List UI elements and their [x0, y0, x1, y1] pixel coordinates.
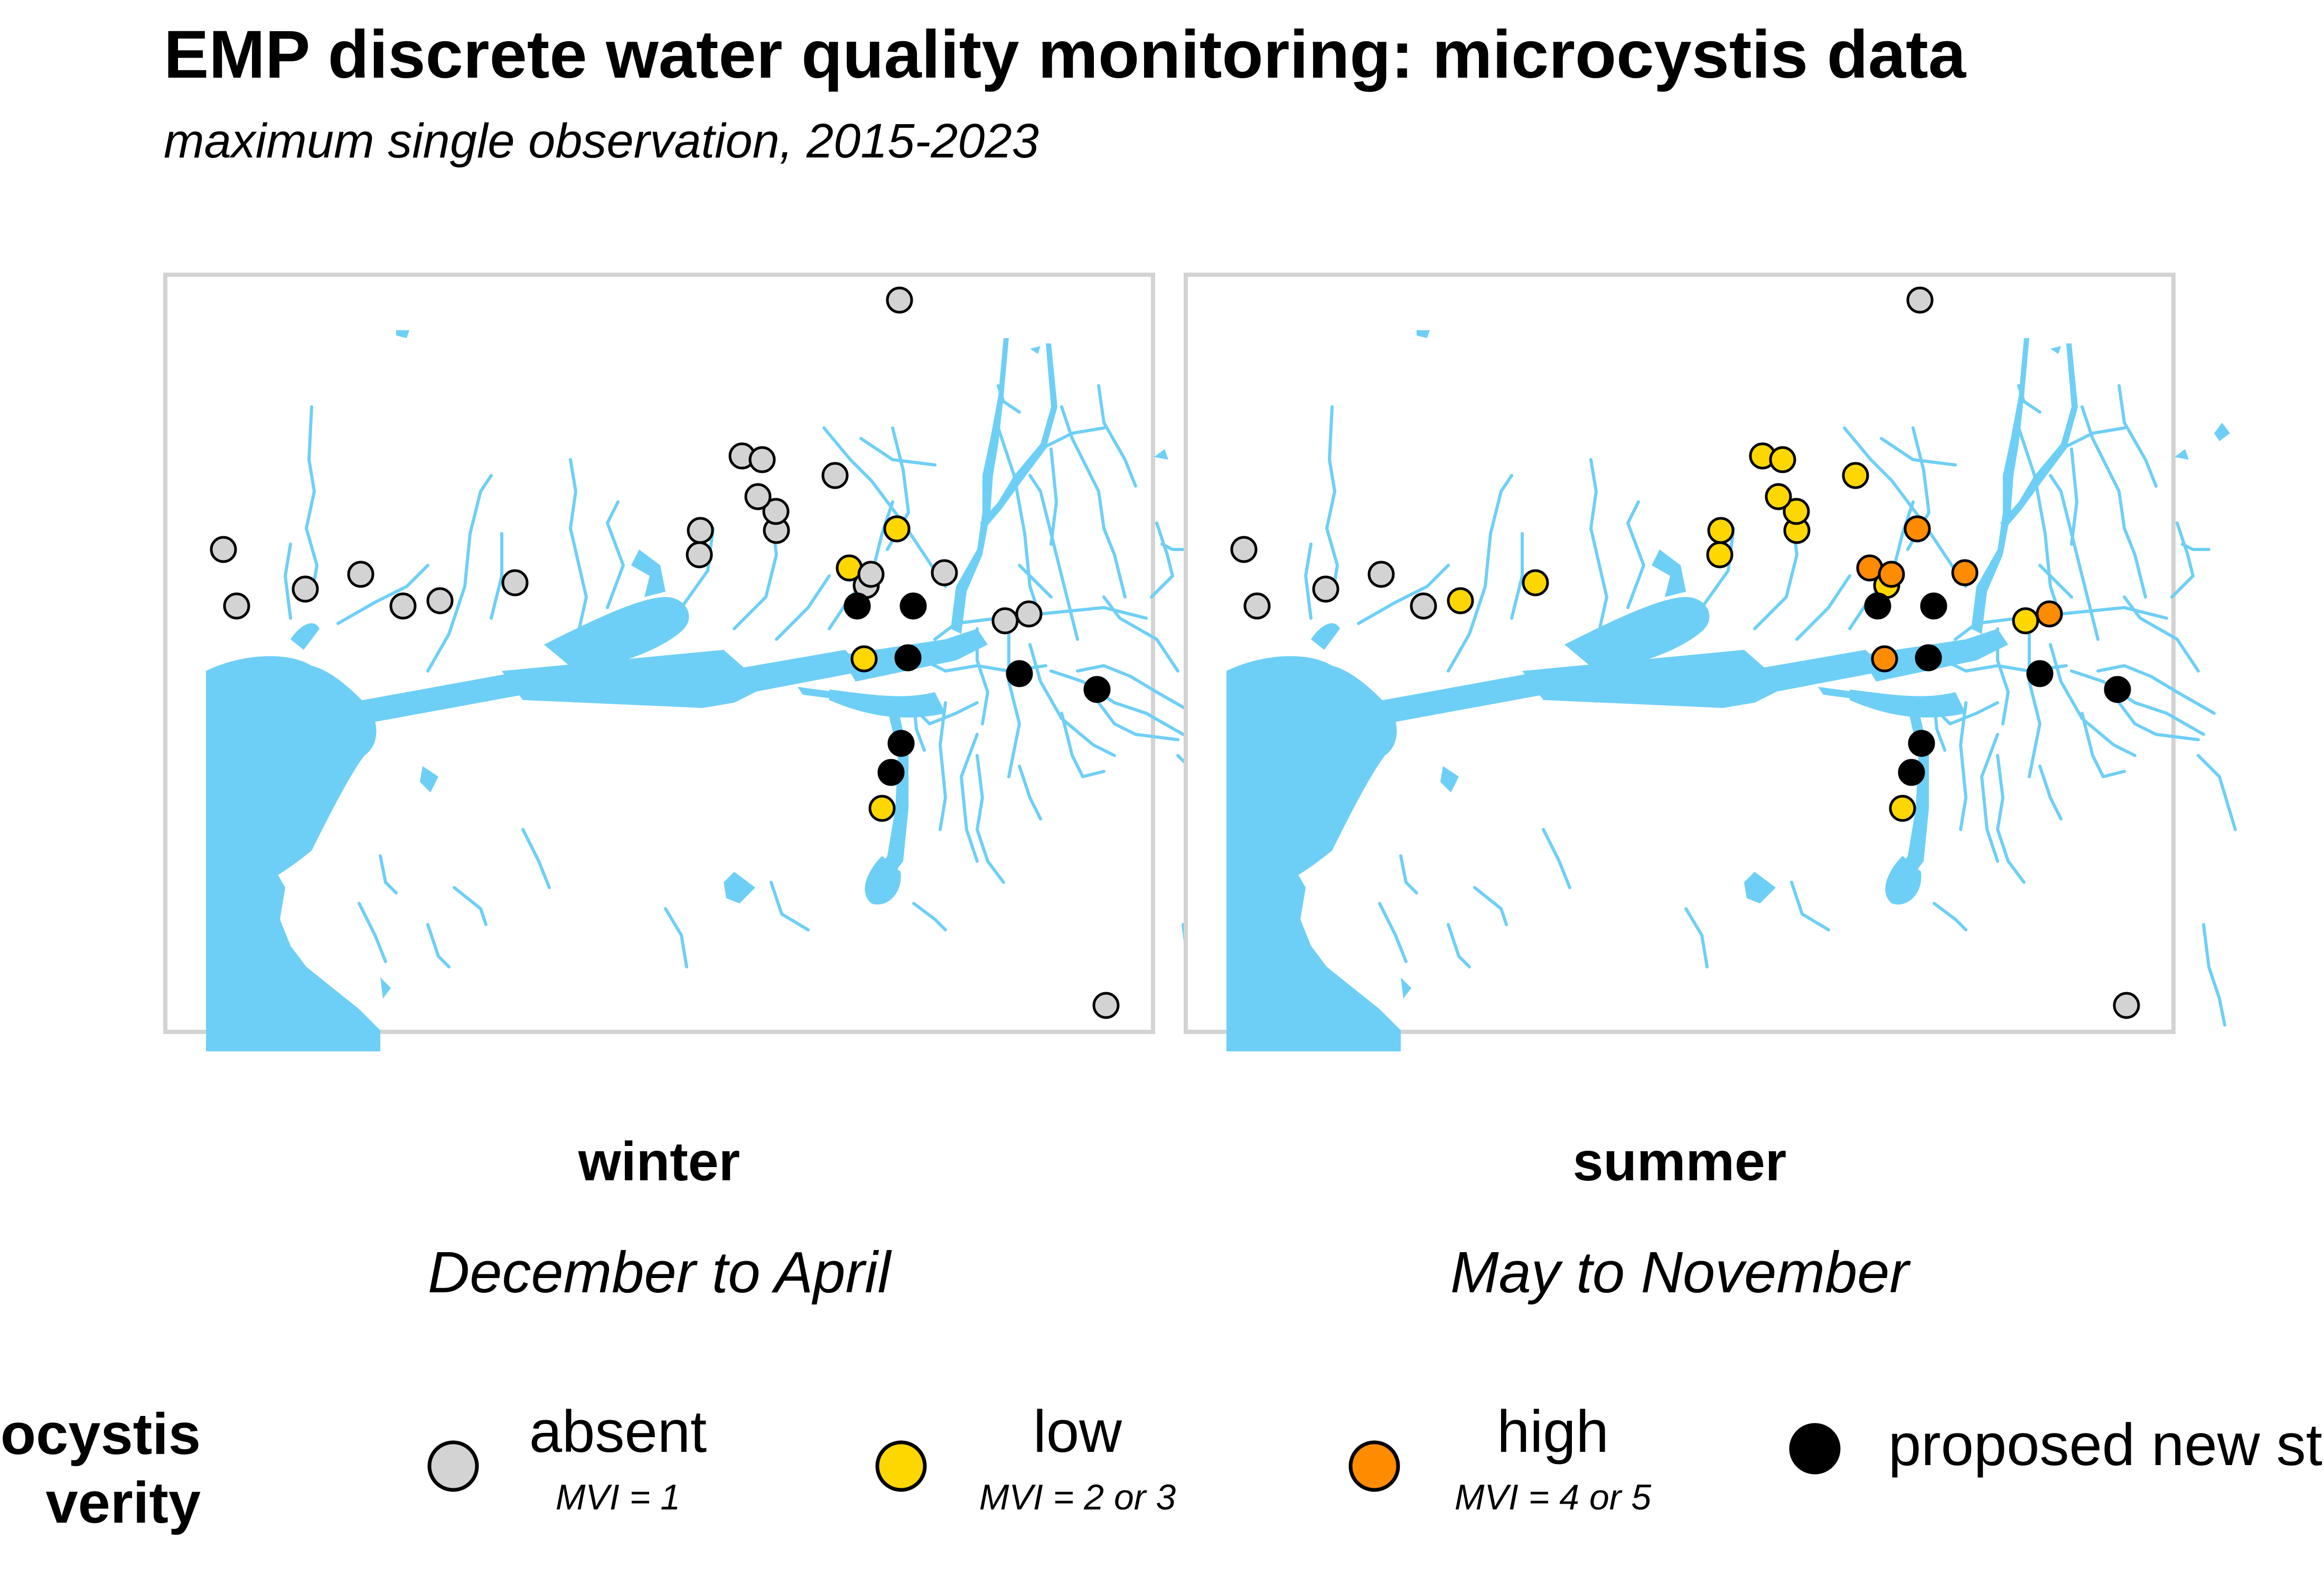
- winter-station-s33-absent: [991, 607, 1019, 635]
- winter-station-s20-proposed: [899, 592, 927, 620]
- winter-station-s15-absent: [744, 483, 772, 510]
- winter-station-s28-proposed: [1083, 676, 1111, 703]
- legend-proposed-symbol: [1789, 1423, 1841, 1475]
- winter-station-s30-proposed: [887, 730, 915, 757]
- legend-high-sub: MVI = 4 or 5: [1454, 1477, 1652, 1517]
- legend-low-sub: MVI = 2 or 3: [979, 1477, 1176, 1517]
- summer-station-points: [1230, 286, 2140, 1019]
- winter-panel-sublabel: December to April: [427, 1240, 891, 1305]
- winter-station-s23-absent: [931, 559, 958, 586]
- winter-station-s26-proposed: [894, 644, 922, 672]
- winter-panel-label: winter: [578, 1131, 741, 1192]
- summer-station-s28-proposed: [2104, 676, 2131, 703]
- summer-station-s32-absent: [2113, 992, 2140, 1019]
- summer-station-s26-proposed: [1915, 644, 1942, 672]
- winter-station-s05-absent: [389, 592, 417, 620]
- summer-station-s33-low: [2012, 607, 2039, 635]
- legend-low-symbol: [875, 1440, 927, 1492]
- winter-station-s14-absent: [762, 498, 790, 525]
- summer-station-s11-low: [1769, 446, 1796, 473]
- winter-station-s32-absent: [1092, 992, 1120, 1019]
- winter-map-panel: [163, 273, 1215, 1051]
- winter-station-s27-proposed: [1006, 660, 1033, 687]
- legend-title: ocystis verity: [0, 1400, 201, 1537]
- summer-station-s03-absent: [1312, 575, 1339, 603]
- summer-station-s23-high: [1951, 559, 1979, 586]
- summer-station-s22-proposed: [1864, 592, 1891, 620]
- winter-station-s11-absent: [748, 446, 776, 473]
- summer-panel-sublabel: May to November: [1450, 1240, 1909, 1305]
- summer-map-panel: [1184, 273, 2235, 1051]
- legend-high-symbol: [1348, 1440, 1400, 1492]
- legend-symbols: [427, 1423, 1841, 1492]
- winter-station-s25-low: [850, 645, 878, 673]
- winter-station-s31-proposed: [877, 759, 905, 786]
- legend-title-line1: ocystis: [0, 1402, 201, 1467]
- summer-panel-label: summer: [1572, 1131, 1787, 1192]
- winter-station-s21-absent: [857, 561, 885, 588]
- summer-station-s18-high: [1904, 515, 1931, 543]
- winter-station-s29-low: [868, 795, 896, 822]
- legend-absent-label: absent: [529, 1398, 707, 1465]
- summer-station-s20-proposed: [1920, 592, 1947, 620]
- summer-station-s27-proposed: [2026, 660, 2054, 687]
- summer-station-s07-low: [1522, 569, 1549, 596]
- figure-title: EMP discrete water quality monitoring: m…: [164, 17, 1966, 92]
- legend-high-label: high: [1497, 1398, 1609, 1465]
- winter-station-s09-absent: [687, 517, 714, 544]
- summer-station-s21-high: [1878, 561, 1905, 588]
- winter-station-s01-absent: [210, 536, 237, 563]
- legend-absent-sub: MVI = 1: [555, 1477, 681, 1517]
- legend-proposed-label: proposed new st: [1888, 1412, 2322, 1478]
- summer-station-s01-absent: [1230, 536, 1258, 563]
- legend-low-label: low: [1033, 1398, 1122, 1465]
- summer-station-s24-high: [2036, 600, 2063, 628]
- winter-station-s04-absent: [347, 561, 374, 588]
- summer-station-s08-low: [1706, 541, 1733, 568]
- winter-station-s22-proposed: [844, 592, 871, 620]
- summer-station-s04-absent: [1367, 561, 1395, 588]
- summer-station-s25-high: [1871, 645, 1898, 673]
- summer-station-s30-proposed: [1908, 730, 1935, 757]
- summer-station-s15-low: [1765, 483, 1792, 510]
- winter-station-s08-absent: [686, 541, 713, 568]
- winter-station-s06-absent: [426, 587, 454, 614]
- winter-station-s02-absent: [223, 592, 250, 620]
- summer-station-s17-low: [1842, 462, 1869, 489]
- summer-station-s09-low: [1707, 517, 1735, 544]
- summer-station-s14-low: [1783, 498, 1810, 525]
- winter-station-s03-absent: [292, 575, 319, 603]
- summer-station-s02-absent: [1243, 592, 1271, 620]
- winter-station-s17-absent: [821, 462, 849, 489]
- figure-subtitle: maximum single observation, 2015-2023: [164, 114, 1039, 168]
- legend-absent-symbol: [427, 1440, 479, 1492]
- summer-station-s16-absent: [1906, 286, 1934, 314]
- winter-station-s18-low: [883, 515, 911, 543]
- winter-station-s16-absent: [886, 286, 913, 314]
- summer-station-s05-absent: [1410, 592, 1437, 620]
- summer-station-s06-low: [1447, 587, 1474, 614]
- summer-station-s29-low: [1889, 795, 1916, 822]
- winter-station-points: [210, 286, 1120, 1019]
- winter-station-s24-absent: [1015, 600, 1043, 628]
- winter-station-s07-absent: [501, 569, 529, 596]
- summer-station-s31-proposed: [1898, 759, 1925, 786]
- legend-title-line2: verity: [45, 1470, 201, 1535]
